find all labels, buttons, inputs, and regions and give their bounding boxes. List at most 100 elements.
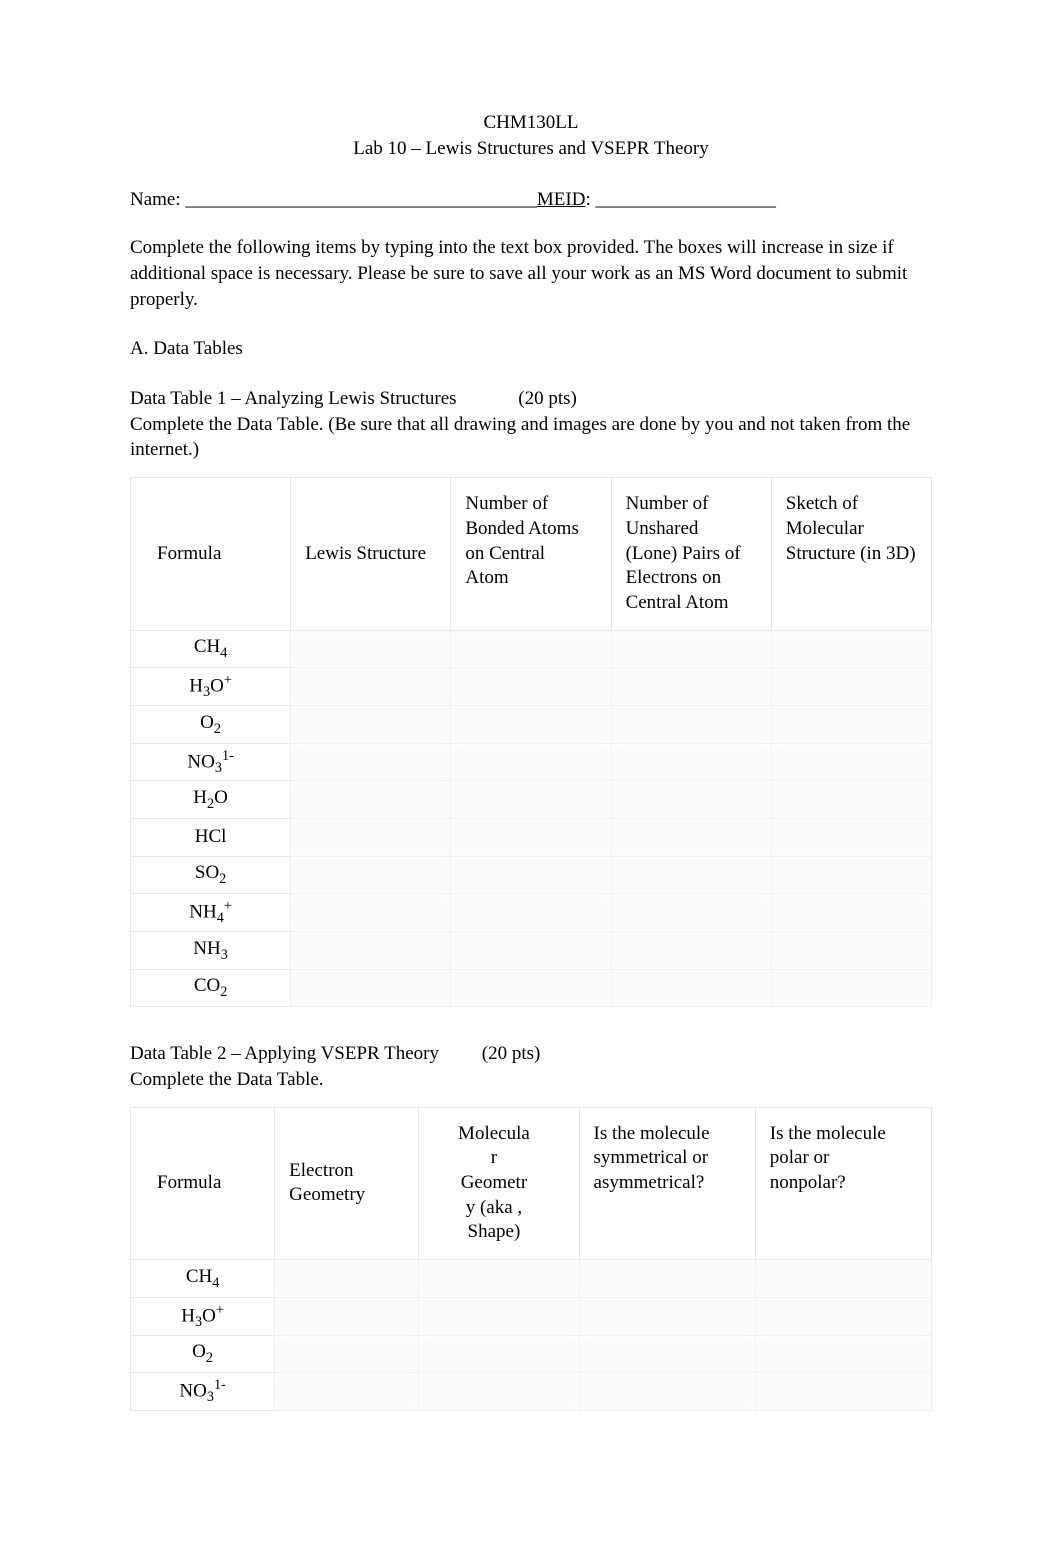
- table-row: H2O: [131, 781, 932, 819]
- table-row: SO2: [131, 856, 932, 894]
- data-cell: [451, 630, 611, 668]
- table-row: NO31-: [131, 1373, 932, 1411]
- data-cell: [771, 668, 931, 706]
- data-cell: [755, 1373, 931, 1411]
- formula-cell: H3O+: [131, 668, 291, 706]
- table1-caption: Data Table 1 – Analyzing Lewis Structure…: [130, 386, 932, 463]
- data-cell: [771, 856, 931, 894]
- data-cell: [451, 819, 611, 857]
- formula-cell: NH3: [131, 932, 291, 970]
- data-cell: [291, 932, 451, 970]
- table-row: NO31-: [131, 743, 932, 781]
- formula-cell: NH4+: [131, 894, 291, 932]
- formula-cell: NO31-: [131, 1373, 275, 1411]
- data-cell: [579, 1260, 755, 1298]
- column-header: Is the moleculepolar ornonpolar?: [755, 1107, 931, 1259]
- data-cell: [611, 781, 771, 819]
- table-row: NH3: [131, 932, 932, 970]
- data-cell: [611, 705, 771, 743]
- data-cell: [611, 969, 771, 1007]
- table1-instructions: Complete the Data Table. (Be sure that a…: [130, 414, 910, 461]
- data-cell: [771, 743, 931, 781]
- table-row: H3O+: [131, 668, 932, 706]
- table-row: CH4: [131, 1260, 932, 1298]
- data-cell: [771, 894, 931, 932]
- column-header: Sketch ofMolecularStructure (in 3D): [771, 478, 931, 630]
- table2-instructions: Complete the Data Table.: [130, 1069, 324, 1090]
- data-cell: [579, 1297, 755, 1335]
- data-cell: [611, 856, 771, 894]
- data-cell: [579, 1335, 755, 1373]
- data-cell: [611, 630, 771, 668]
- formula-cell: CO2: [131, 969, 291, 1007]
- column-header: Formula: [131, 478, 291, 630]
- data-cell: [275, 1373, 419, 1411]
- formula-cell: O2: [131, 1335, 275, 1373]
- data-cell: [275, 1297, 419, 1335]
- table-row: CH4: [131, 630, 932, 668]
- table2-title: Data Table 2 – Applying VSEPR Theory: [130, 1043, 439, 1064]
- data-cell: [419, 1297, 579, 1335]
- data-cell: [611, 932, 771, 970]
- column-header: ElectronGeometry: [275, 1107, 419, 1259]
- formula-cell: CH4: [131, 630, 291, 668]
- document-header: CHM130LL Lab 10 – Lewis Structures and V…: [130, 110, 932, 161]
- formula-cell: CH4: [131, 1260, 275, 1298]
- formula-cell: H2O: [131, 781, 291, 819]
- data-cell: [275, 1260, 419, 1298]
- data-cell: [291, 819, 451, 857]
- formula-cell: H3O+: [131, 1297, 275, 1335]
- data-cell: [275, 1335, 419, 1373]
- data-cell: [291, 705, 451, 743]
- formula-cell: NO31-: [131, 743, 291, 781]
- section-a-title: A. Data Tables: [130, 338, 932, 360]
- intro-paragraph: Complete the following items by typing i…: [130, 235, 932, 312]
- table1-points: (20 pts): [518, 388, 577, 409]
- data-cell: [611, 819, 771, 857]
- table-row: O2: [131, 1335, 932, 1373]
- data-cell: [771, 969, 931, 1007]
- data-cell: [291, 781, 451, 819]
- column-header: Number ofUnshared(Lone) Pairs ofElectron…: [611, 478, 771, 630]
- data-cell: [291, 743, 451, 781]
- table2-caption: Data Table 2 – Applying VSEPR Theory (20…: [130, 1041, 932, 1092]
- data-cell: [451, 668, 611, 706]
- table-row: CO2: [131, 969, 932, 1007]
- table1-title: Data Table 1 – Analyzing Lewis Structure…: [130, 388, 457, 409]
- data-cell: [755, 1335, 931, 1373]
- meid-blank: : ___________________: [585, 189, 776, 210]
- data-cell: [451, 856, 611, 894]
- table-row: HCl: [131, 819, 932, 857]
- data-cell: [771, 630, 931, 668]
- data-cell: [451, 705, 611, 743]
- data-cell: [611, 894, 771, 932]
- data-cell: [451, 781, 611, 819]
- name-label: Name: __________________________________…: [130, 189, 537, 210]
- lab-title: Lab 10 – Lewis Structures and VSEPR Theo…: [130, 136, 932, 162]
- data-table-1: FormulaLewis StructureNumber ofBonded At…: [130, 477, 932, 1007]
- column-header: Formula: [131, 1107, 275, 1259]
- data-cell: [611, 668, 771, 706]
- data-cell: [611, 743, 771, 781]
- data-cell: [755, 1297, 931, 1335]
- data-cell: [579, 1373, 755, 1411]
- table-row: H3O+: [131, 1297, 932, 1335]
- formula-cell: HCl: [131, 819, 291, 857]
- column-header: Is the moleculesymmetrical orasymmetrica…: [579, 1107, 755, 1259]
- formula-cell: SO2: [131, 856, 291, 894]
- course-code: CHM130LL: [130, 110, 932, 136]
- table-header-row: FormulaLewis StructureNumber ofBonded At…: [131, 478, 932, 630]
- data-cell: [451, 932, 611, 970]
- data-cell: [291, 856, 451, 894]
- formula-cell: O2: [131, 705, 291, 743]
- table-row: O2: [131, 705, 932, 743]
- page-container: CHM130LL Lab 10 – Lewis Structures and V…: [0, 0, 1062, 1471]
- data-cell: [419, 1335, 579, 1373]
- data-cell: [755, 1260, 931, 1298]
- data-cell: [451, 743, 611, 781]
- data-cell: [771, 705, 931, 743]
- data-cell: [419, 1260, 579, 1298]
- data-cell: [291, 894, 451, 932]
- table-row: NH4+: [131, 894, 932, 932]
- data-cell: [291, 630, 451, 668]
